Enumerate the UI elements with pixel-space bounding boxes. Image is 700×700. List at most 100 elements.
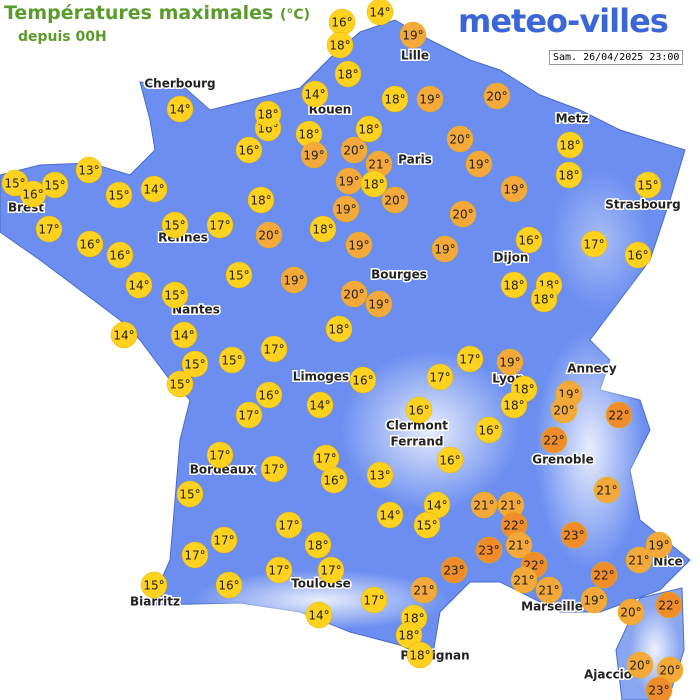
logo: meteo-villes (458, 2, 669, 40)
temperature-label: 16° (439, 454, 460, 468)
temperature-marker (626, 651, 654, 679)
temperature-label: 23° (563, 529, 584, 543)
temperature-label: 19° (303, 149, 324, 163)
temperature-label: 14° (128, 279, 149, 293)
temperature-marker (161, 281, 189, 309)
temperature-label: 17° (38, 223, 59, 237)
temperature-label: 14° (169, 103, 190, 117)
temperature-marker (206, 441, 234, 469)
temperature-marker (580, 586, 608, 614)
temperature-marker (166, 370, 194, 398)
temperature-marker (105, 181, 133, 209)
temperature-label: 19° (468, 158, 489, 172)
temperature-label: 18° (307, 539, 328, 553)
temperature-label: 14° (309, 399, 330, 413)
temperature-label: 22° (503, 519, 524, 533)
temperature-label: 22° (543, 434, 564, 448)
temperature-marker (446, 125, 474, 153)
temperature-label: 20° (452, 208, 473, 222)
temperature-label: 17° (184, 549, 205, 563)
temperature-label: 18° (358, 123, 379, 137)
city-label: Bordeaux (190, 463, 255, 477)
temperature-label: 20° (343, 144, 364, 158)
temperature-marker (260, 335, 288, 363)
temperature-label: 17° (315, 452, 336, 466)
temperature-marker (340, 136, 368, 164)
temperature-marker (483, 82, 511, 110)
temperature-marker (255, 381, 283, 409)
temperature-marker (475, 536, 503, 564)
relief (190, 570, 450, 630)
temperature-marker (301, 80, 329, 108)
temperature-label: 23° (443, 564, 464, 578)
temperature-marker (140, 571, 168, 599)
temperature-label: 17° (213, 534, 234, 548)
temperature-label: 17° (263, 343, 284, 357)
temperature-label: 14° (113, 329, 134, 343)
temperature-label: 19° (335, 203, 356, 217)
temperature-label: 21° (508, 539, 529, 553)
temperature-marker (405, 396, 433, 424)
temperature-marker (275, 511, 303, 539)
temperature-label: 20° (343, 288, 364, 302)
temperature-label: 21° (513, 574, 534, 588)
city-label: Grenoble (532, 453, 594, 467)
temperature-marker (225, 261, 253, 289)
temperature-marker (300, 141, 328, 169)
title-text: Températures maximales (4, 2, 274, 24)
temperature-label: 23° (648, 684, 669, 698)
temperature-label: 15° (221, 354, 242, 368)
temperature-marker (500, 391, 528, 419)
temperature-label: 23° (478, 544, 499, 558)
temperature-marker (181, 541, 209, 569)
temperature-label: 19° (583, 594, 604, 608)
temperature-marker (320, 466, 348, 494)
temperature-marker (306, 391, 334, 419)
temperature-label: 22° (593, 569, 614, 583)
city-label: Paris (398, 153, 432, 167)
temperature-label: 15° (179, 488, 200, 502)
temperature-label: 22° (658, 599, 679, 613)
temperature-label: 21° (538, 584, 559, 598)
temperature-marker (260, 455, 288, 483)
temperature-marker (465, 150, 493, 178)
city-label: Biarritz (130, 595, 180, 609)
city-label: Metz (556, 112, 589, 126)
temperature-label: 18° (328, 323, 349, 337)
city-label: Ferrand (391, 435, 444, 449)
temperature-marker (218, 346, 246, 374)
temperature-label: 17° (583, 238, 604, 252)
temperature-marker (500, 271, 528, 299)
temperature-marker (456, 345, 484, 373)
temperature-marker (426, 363, 454, 391)
temperature-label: 13° (369, 469, 390, 483)
temperature-label: 16° (352, 374, 373, 388)
temperature-marker (76, 230, 104, 258)
temperature-marker (366, 0, 394, 26)
temperature-marker (376, 501, 404, 529)
temperature-marker (161, 211, 189, 239)
temperature-marker (166, 95, 194, 123)
temperature-label: 20° (620, 606, 641, 620)
temperature-label: 16° (323, 474, 344, 488)
temperature-marker (35, 215, 63, 243)
temperature-marker (265, 556, 293, 584)
temperature-marker (41, 171, 69, 199)
timestamp: Sam. 26/04/2025 23:00 (549, 50, 684, 65)
temperature-label: 18° (533, 293, 554, 307)
temperature-label: 15° (184, 358, 205, 372)
temperature-marker (617, 598, 645, 626)
temperature-label: 21° (413, 584, 434, 598)
temperature-label: 16° (518, 234, 539, 248)
temperature-marker (125, 271, 153, 299)
temperature-marker (605, 401, 633, 429)
temperature-label: 18° (559, 139, 580, 153)
city-label: Marseille (521, 600, 583, 614)
temperature-marker (215, 571, 243, 599)
temperature-label: 21° (473, 499, 494, 513)
temperature-marker (625, 546, 653, 574)
temperature-label: 13° (78, 164, 99, 178)
temperature-label: 19° (648, 539, 669, 553)
temperature-marker (326, 31, 354, 59)
